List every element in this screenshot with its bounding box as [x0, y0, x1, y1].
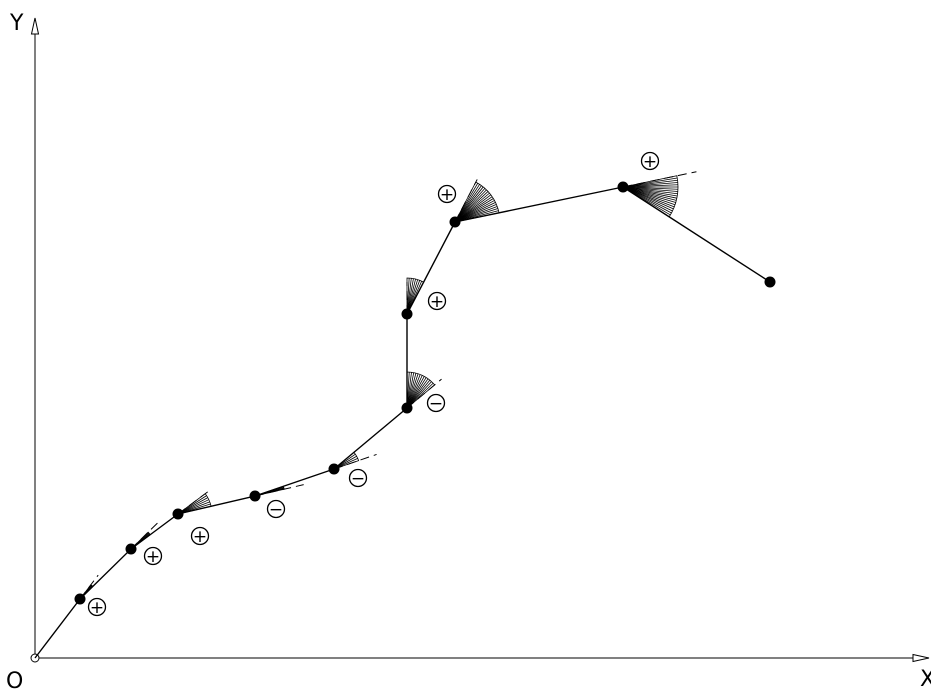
sign-circle-icon: [348, 468, 368, 488]
polyline-segment: [79, 548, 132, 600]
y-axis-arrow-icon: [30, 17, 40, 35]
sign-marker-6: −: [426, 393, 446, 414]
polyline-segment: [34, 598, 81, 659]
turning-angle-sector: [177, 493, 212, 515]
vertex-1: [74, 593, 86, 605]
tangent-extension: [177, 489, 211, 515]
tangent-extension: [622, 171, 697, 188]
vertex-5: [328, 463, 340, 475]
sign-circle-icon: [427, 291, 447, 311]
axes: Y X O: [6, 11, 931, 691]
vertex-end: [764, 276, 776, 288]
tangent-extensions: [79, 171, 697, 600]
polyline-segment: [130, 513, 179, 550]
vertex-4: [249, 490, 261, 502]
vertex-3: [172, 508, 184, 520]
tangent-extension: [406, 378, 442, 409]
turning-angle-sectors: [79, 175, 679, 600]
sign-symbol: +: [430, 292, 444, 312]
vertex-8: [449, 216, 461, 228]
sign-marker-5: −: [348, 468, 368, 489]
x-axis-arrow-icon: [912, 653, 930, 663]
sign-circle-icon: [426, 393, 446, 413]
y-axis-label: Y: [9, 11, 24, 36]
sign-marker-7: +: [427, 291, 447, 312]
polyline-segment: [454, 186, 624, 223]
sign-symbol: +: [643, 152, 657, 172]
polyline-segment: [177, 495, 256, 515]
tangent-extension: [333, 453, 377, 470]
turning-angle-sector: [621, 175, 679, 218]
vertex-9: [617, 181, 629, 193]
vertex-6: [401, 402, 413, 414]
sign-symbol: +: [440, 185, 454, 205]
tangent-extension: [454, 179, 478, 223]
sign-circle-icon: [437, 184, 457, 204]
sign-circle-icon: [640, 151, 660, 171]
sign-symbol: +: [193, 527, 207, 547]
sign-symbol: −: [429, 394, 443, 414]
vertex-2: [125, 543, 137, 555]
polyline-segment: [406, 221, 456, 315]
turning-angle-sector: [454, 181, 500, 223]
sign-circle-icon: [143, 546, 163, 566]
sign-symbol: +: [90, 598, 104, 618]
origin-label: O: [6, 669, 23, 691]
sign-marker-3: +: [190, 526, 210, 547]
sign-symbol: +: [146, 547, 160, 567]
sign-marker-8: +: [437, 184, 457, 205]
x-axis-label: X: [920, 667, 931, 691]
polyline-segment: [254, 468, 335, 497]
vertex-7: [401, 308, 413, 320]
sign-marker-9: +: [640, 151, 660, 172]
sign-symbol: −: [269, 500, 283, 520]
vertices: [74, 181, 776, 605]
turning-angle-sector: [406, 371, 436, 409]
sign-circle-icon: [266, 499, 286, 519]
sign-marker-2: +: [143, 546, 163, 567]
polyline-segment: [622, 186, 771, 283]
sign-circle-icon: [190, 526, 210, 546]
sign-marker-1: +: [87, 597, 107, 618]
tangent-extension: [254, 484, 304, 497]
sign-symbol: −: [351, 469, 365, 489]
polyline-segment: [333, 407, 408, 470]
sign-circle-icon: [87, 597, 107, 617]
polyline: [34, 186, 771, 659]
sign-marker-4: −: [266, 499, 286, 520]
sign-markers: + + + − − − + +: [87, 151, 660, 618]
tangent-extension: [130, 520, 160, 550]
